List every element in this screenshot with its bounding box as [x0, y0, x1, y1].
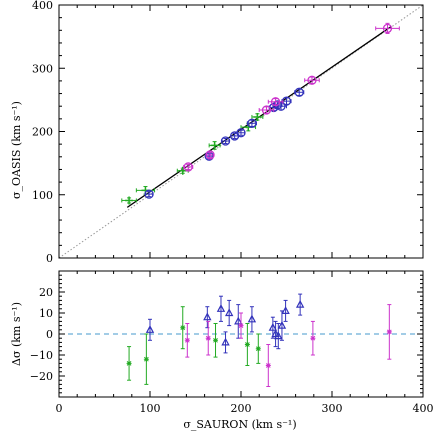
top-data-point — [304, 75, 320, 85]
bottom-data-point — [244, 323, 250, 366]
marker — [307, 75, 317, 85]
bottom-data-point — [295, 293, 305, 316]
marker — [265, 363, 271, 368]
marker — [253, 112, 262, 121]
x-tick-label: 400 — [413, 402, 434, 415]
y-tick-label: −10 — [30, 349, 53, 362]
bottom-data-point — [255, 333, 261, 364]
x-tick-label: 100 — [140, 402, 161, 415]
marker — [221, 337, 230, 346]
top-panel: 0 100 200 300 400 σ_OASIS (km s⁻¹) — [10, 0, 424, 265]
bottom-data-point — [126, 346, 132, 381]
bottom-data-point — [213, 323, 219, 358]
marker — [295, 299, 305, 308]
bottom-data-point — [184, 323, 190, 358]
marker — [247, 314, 257, 323]
top-y-axis-label: σ_OASIS (km s⁻¹) — [10, 101, 23, 199]
marker — [386, 329, 392, 335]
top-data-point — [205, 150, 215, 160]
bottom-y-axis-label: Δσ (km s⁻¹) — [10, 302, 23, 366]
marker — [210, 141, 219, 150]
marker — [281, 306, 290, 314]
marker — [184, 337, 190, 343]
y-tick-label: 100 — [32, 189, 53, 202]
y-tick-label: 0 — [46, 252, 53, 265]
top-data-point — [121, 196, 137, 205]
marker — [205, 150, 215, 160]
top-data-point — [144, 189, 154, 199]
bottom-data-point — [145, 318, 155, 341]
bottom-data-point — [224, 299, 234, 327]
marker — [255, 346, 261, 352]
bottom-data-point — [247, 306, 257, 333]
bottom-data-point — [180, 306, 186, 350]
bottom-panel: 0 100 200 300 400 −20 −10 0 10 20 Δσ (km s⁻¹) σ_S… — [10, 270, 434, 431]
y-tick-label: 20 — [39, 286, 53, 299]
marker — [178, 166, 187, 175]
y-tick-label: 300 — [32, 62, 53, 75]
x-axis-label: σ_SAURON (km s⁻¹) — [183, 418, 296, 431]
marker — [274, 331, 283, 340]
marker — [234, 316, 243, 325]
y-tick-label: 400 — [32, 0, 53, 12]
marker — [203, 312, 212, 321]
marker — [143, 356, 149, 362]
top-data-point — [251, 112, 264, 121]
marker — [144, 189, 154, 199]
marker — [238, 323, 244, 329]
marker — [382, 23, 393, 34]
marker — [236, 128, 246, 138]
bottom-data-point — [386, 304, 392, 360]
top-data-point — [183, 162, 194, 172]
marker — [294, 87, 304, 97]
top-data-point — [220, 136, 231, 146]
bottom-data-point — [216, 295, 226, 322]
marker — [247, 118, 257, 128]
top-data-point — [375, 22, 400, 34]
marker — [145, 325, 155, 333]
bottom-data-point — [281, 299, 290, 322]
marker — [244, 342, 250, 347]
y-tick-label: 10 — [39, 307, 53, 320]
marker — [270, 97, 281, 107]
marker — [216, 304, 226, 312]
marker — [220, 136, 231, 146]
bottom-data-point — [265, 344, 271, 387]
y-tick-label: 0 — [46, 328, 53, 341]
top-data-point — [281, 96, 292, 106]
x-tick-label: 200 — [231, 402, 252, 415]
x-tick-label: 300 — [322, 402, 343, 415]
bottom-data-point — [238, 312, 244, 339]
x-tick-label: 0 — [56, 402, 63, 415]
bottom-data-point — [310, 320, 316, 356]
marker — [213, 337, 219, 343]
bottom-data-point — [205, 320, 211, 356]
marker — [268, 322, 278, 331]
marker — [277, 320, 287, 329]
marker — [224, 308, 234, 317]
bottom-data-point — [221, 331, 230, 354]
bottom-data-point — [143, 333, 149, 385]
marker — [126, 360, 132, 366]
y-tick-label: 200 — [32, 126, 53, 139]
top-data-point — [258, 105, 275, 115]
marker — [183, 162, 193, 172]
bottom-data-point — [203, 306, 212, 329]
top-data-point — [236, 128, 246, 138]
marker — [261, 105, 272, 115]
top-data-point — [246, 118, 257, 128]
marker — [125, 196, 134, 205]
marker — [180, 325, 186, 331]
top-data-point — [267, 97, 284, 107]
top-data-point — [208, 141, 221, 150]
marker — [310, 335, 316, 341]
top-data-point — [294, 87, 305, 97]
y-tick-label: −20 — [30, 370, 53, 383]
marker — [205, 335, 211, 341]
